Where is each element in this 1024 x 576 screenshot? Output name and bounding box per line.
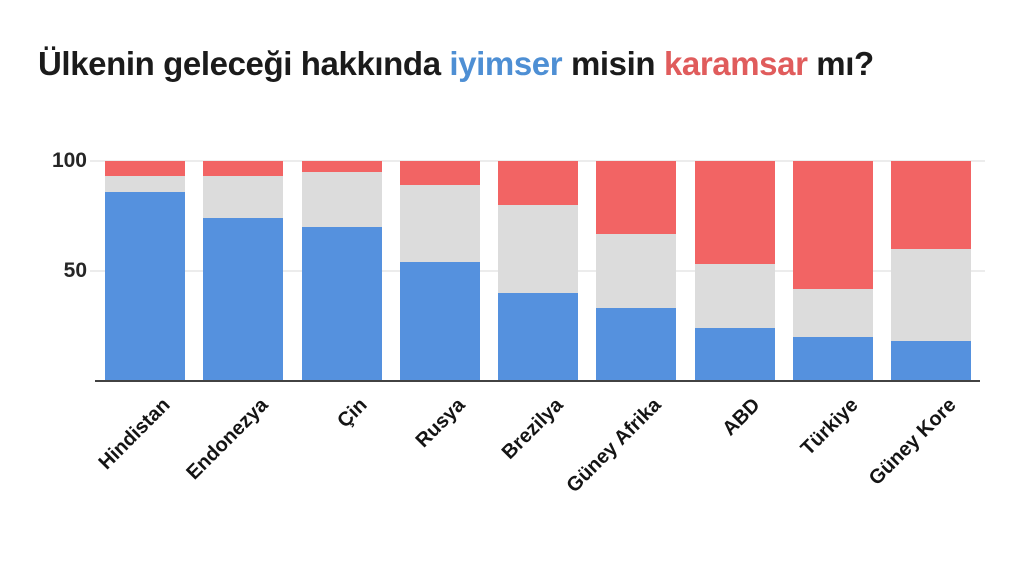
bar-guney-afrika-segment-neutral bbox=[596, 233, 677, 309]
bar-turkiye bbox=[792, 161, 873, 381]
bar-rusya-segment-karamsar bbox=[399, 161, 480, 186]
bar-guney-afrika bbox=[596, 161, 677, 381]
bar-rusya-segment-iyimser bbox=[399, 262, 480, 381]
title-segment-misin: misin bbox=[562, 45, 664, 82]
bar-cin-segment-karamsar bbox=[301, 161, 382, 172]
y-tick-label-50: 50 bbox=[63, 259, 87, 282]
bar-guney-kore-segment-neutral bbox=[891, 249, 971, 342]
title-segment-mi: mı? bbox=[807, 45, 874, 82]
chart-title: Ülkenin geleceği hakkında iyimser misin … bbox=[38, 42, 998, 86]
bar-guney-afrika-segment-karamsar bbox=[596, 161, 677, 234]
y-tick-label-100: 100 bbox=[51, 149, 87, 172]
bar-endonezya-segment-iyimser bbox=[203, 218, 284, 381]
title-segment-ulkenin-gelecegi-hakkinda: Ülkenin geleceği hakkında bbox=[38, 45, 450, 82]
bar-endonezya-segment-neutral bbox=[203, 176, 284, 219]
bar-rusya bbox=[399, 161, 480, 381]
title-segment-iyimser: iyimser bbox=[449, 45, 563, 82]
bar-guney-kore-segment-iyimser bbox=[891, 341, 971, 381]
bar-turkiye-segment-neutral bbox=[792, 288, 873, 337]
bar-guney-kore-segment-karamsar bbox=[891, 161, 971, 250]
bar-brezilya-segment-iyimser bbox=[498, 293, 578, 381]
bar-cin bbox=[301, 161, 382, 381]
bar-guney-kore bbox=[891, 161, 971, 381]
bar-hindistan-segment-karamsar bbox=[105, 161, 185, 177]
bar-hindistan-segment-neutral bbox=[105, 176, 185, 192]
title-segment-karamsar: karamsar bbox=[663, 45, 808, 82]
bar-turkiye-segment-karamsar bbox=[792, 161, 873, 289]
bar-turkiye-segment-iyimser bbox=[792, 337, 873, 381]
bar-hindistan bbox=[105, 161, 185, 381]
bar-endonezya bbox=[203, 161, 284, 381]
bar-cin-segment-iyimser bbox=[301, 227, 382, 381]
bar-rusya-segment-neutral bbox=[399, 185, 480, 263]
bar-abd-segment-karamsar bbox=[694, 161, 775, 265]
bar-endonezya-segment-karamsar bbox=[203, 161, 284, 177]
bar-guney-afrika-segment-iyimser bbox=[596, 308, 677, 381]
bar-brezilya bbox=[498, 161, 578, 381]
bar-abd-segment-iyimser bbox=[694, 328, 775, 381]
bar-abd bbox=[694, 161, 775, 381]
x-axis-line bbox=[95, 380, 980, 382]
bar-cin-segment-neutral bbox=[301, 172, 382, 227]
bar-hindistan-segment-iyimser bbox=[105, 191, 185, 381]
bar-abd-segment-neutral bbox=[694, 264, 775, 329]
bar-brezilya-segment-neutral bbox=[498, 205, 578, 293]
bar-brezilya-segment-karamsar bbox=[498, 161, 578, 205]
